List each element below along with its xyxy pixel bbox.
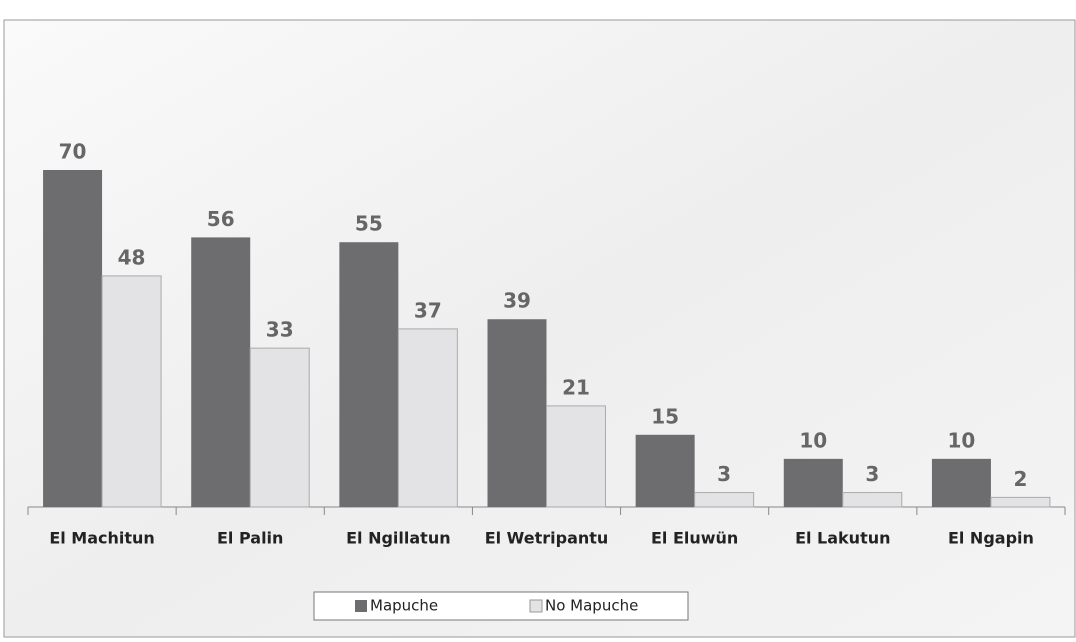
bar [783, 458, 843, 507]
legend-label: Mapuche [370, 597, 438, 615]
legend-box [313, 591, 689, 621]
bar [931, 458, 991, 507]
data-label: 3 [717, 462, 731, 486]
data-label: 56 [207, 207, 235, 231]
bar [101, 275, 162, 508]
data-label: 15 [651, 404, 679, 428]
data-label: 3 [865, 462, 879, 486]
data-label: 33 [266, 318, 294, 342]
x-tick-label: El Eluwün [651, 529, 738, 548]
data-label: 37 [414, 298, 442, 322]
x-tick-label: El Wetripantu [485, 529, 609, 548]
legend-swatch [529, 599, 543, 613]
bar [694, 492, 755, 508]
bar [191, 237, 251, 507]
x-tick-label: El Palin [217, 529, 283, 548]
data-label: 21 [562, 375, 590, 399]
legend-swatch [355, 600, 367, 612]
x-tick-label: El Lakutun [795, 529, 890, 548]
data-label: 48 [118, 245, 146, 269]
data-label: 55 [355, 212, 383, 236]
bar [339, 242, 399, 507]
x-tick-label: El Ngapin [948, 529, 1034, 548]
bar [249, 347, 310, 508]
bar [635, 434, 695, 507]
data-label: 70 [59, 140, 87, 164]
data-label: 39 [503, 289, 531, 313]
bar [397, 328, 458, 508]
x-tick-label: El Ngillatun [346, 529, 451, 548]
x-tick-label: El Machitun [49, 529, 155, 548]
bar [43, 170, 103, 507]
bar [546, 405, 606, 508]
bar [990, 496, 1051, 508]
data-label: 10 [948, 428, 976, 452]
legend-label: No Mapuche [545, 597, 638, 615]
data-label: 10 [799, 428, 827, 452]
bar [487, 319, 547, 507]
data-label: 2 [1013, 467, 1027, 491]
bar [842, 492, 903, 508]
